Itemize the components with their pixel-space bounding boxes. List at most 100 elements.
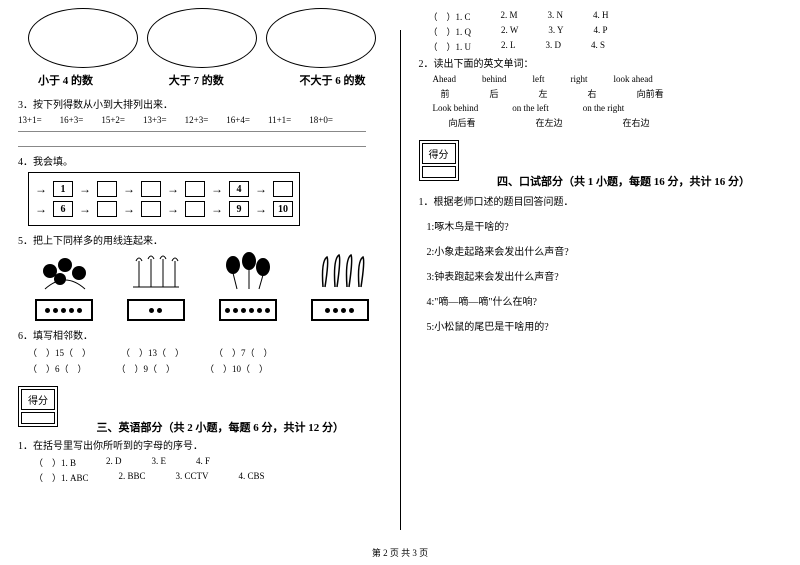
word-row: Look behind on the left on the right bbox=[433, 103, 787, 113]
eng-opt: 4. CBS bbox=[239, 471, 265, 484]
math-expr: 13+3= bbox=[143, 115, 167, 125]
word-row-cn: 前 后 左 右 向前看 bbox=[441, 87, 787, 100]
fill-boxes: →1 → → → →4 → →6 → → → →9 →10 bbox=[28, 172, 300, 226]
num-box: 10 bbox=[273, 201, 293, 217]
box-row: →1 → → → →4 → bbox=[35, 181, 293, 197]
blank-item: （ ）6（ ） bbox=[28, 362, 87, 375]
page-footer: 第 2 页 共 3 页 bbox=[0, 546, 800, 559]
eng-opt: 4. S bbox=[591, 40, 605, 53]
blank-item: （ ）9（ ） bbox=[117, 362, 176, 375]
eng-opt: （ ）1. B bbox=[34, 456, 76, 469]
eng-opt: 4. H bbox=[593, 10, 609, 23]
word-cn: 在左边 bbox=[536, 116, 563, 129]
adjacent-row: （ ）6（ ） （ ）9（ ） （ ）10（ ） bbox=[28, 362, 386, 375]
flower-icon bbox=[34, 251, 94, 291]
page: 小于 4 的数 大于 7 的数 不大于 6 的数 3．按下列得数从小到大排列出来… bbox=[0, 0, 800, 535]
word-row-cn: 向后看 在左边 在右边 bbox=[449, 116, 787, 129]
question-4: 4．我会填。 bbox=[18, 153, 386, 168]
word-cn: 向前看 bbox=[637, 87, 664, 100]
word-cn: 左 bbox=[539, 87, 548, 100]
eng-row: （ ）1. ABC 2. BBC 3. CCTV 4. CBS bbox=[34, 471, 386, 484]
num-box bbox=[141, 201, 161, 217]
oral-q2: 2:小象走起路来会发出什么声音? bbox=[427, 243, 787, 258]
ovals-row bbox=[18, 8, 386, 72]
word-cn: 在右边 bbox=[623, 116, 650, 129]
eng-row: （ ）1. U 2. L 3. D 4. S bbox=[429, 40, 787, 53]
section-3-heading: 三、英语部分（共 2 小题，每题 6 分，共计 12 分） bbox=[97, 422, 345, 434]
word-cn: 向后看 bbox=[449, 116, 476, 129]
eng-opt: 2. W bbox=[501, 25, 518, 38]
oral-q3: 3:钟表跑起来会发出什么声音? bbox=[427, 268, 787, 283]
arrow-icon: → bbox=[255, 203, 267, 215]
dominoes-row bbox=[18, 299, 386, 321]
arrow-icon: → bbox=[211, 203, 223, 215]
oral-q1: 1:啄木鸟是干啥的? bbox=[427, 218, 787, 233]
score-box: 得分 bbox=[419, 140, 459, 181]
num-box bbox=[185, 181, 205, 197]
score-label: 得分 bbox=[422, 143, 456, 164]
word-cn: 前 bbox=[441, 87, 450, 100]
oval-label: 小于 4 的数 bbox=[38, 72, 93, 88]
math-expr: 18+0= bbox=[309, 115, 333, 125]
math-expr: 16+3= bbox=[60, 115, 84, 125]
left-column: 小于 4 的数 大于 7 的数 不大于 6 的数 3．按下列得数从小到大排列出来… bbox=[0, 0, 400, 535]
answer-line bbox=[18, 146, 366, 147]
arrow-icon: → bbox=[211, 183, 223, 195]
eng-opt: 2. M bbox=[501, 10, 518, 23]
math-expr: 13+1= bbox=[18, 115, 42, 125]
word: look ahead bbox=[614, 74, 653, 84]
domino bbox=[127, 299, 185, 321]
blank-item: （ ）7（ ） bbox=[214, 346, 273, 359]
arrow-icon: → bbox=[167, 203, 179, 215]
word: Ahead bbox=[433, 74, 457, 84]
num-box bbox=[97, 201, 117, 217]
section-4-heading: 四、口试部分（共 1 小题，每题 16 分，共计 16 分） bbox=[497, 176, 750, 188]
eng-opt: 2. L bbox=[501, 40, 516, 53]
math-expr: 16+4= bbox=[226, 115, 250, 125]
domino bbox=[219, 299, 277, 321]
arrow-icon: → bbox=[123, 203, 135, 215]
word: Look behind bbox=[433, 103, 479, 113]
eng-opt: 3. E bbox=[152, 456, 167, 469]
math-expr: 15+2= bbox=[101, 115, 125, 125]
oral-q5: 5:小松鼠的尾巴是干啥用的? bbox=[427, 318, 787, 333]
pictures-row bbox=[18, 251, 386, 291]
oval bbox=[266, 8, 376, 68]
num-box bbox=[97, 181, 117, 197]
eng-opt: （ ）1. Q bbox=[429, 25, 472, 38]
arrow-icon: → bbox=[167, 183, 179, 195]
blank-item: （ ）10（ ） bbox=[205, 362, 268, 375]
eng-opt: （ ）1. C bbox=[429, 10, 471, 23]
leaf-icon bbox=[310, 251, 370, 291]
word: on the left bbox=[512, 103, 549, 113]
eng-opt: （ ）1. U bbox=[429, 40, 472, 53]
blank-item: （ ）15（ ） bbox=[28, 346, 91, 359]
eng-row: （ ）1. Q 2. W 3. Y 4. P bbox=[429, 25, 787, 38]
eng-row: （ ）1. C 2. M 3. N 4. H bbox=[429, 10, 787, 23]
eng-opt: 2. BBC bbox=[119, 471, 146, 484]
arrow-icon: → bbox=[35, 183, 47, 195]
oval-labels: 小于 4 的数 大于 7 的数 不大于 6 的数 bbox=[18, 72, 386, 94]
eng-opt: 3. CCTV bbox=[176, 471, 209, 484]
num-box bbox=[141, 181, 161, 197]
clover-icon bbox=[218, 251, 278, 291]
math-row: 13+1= 16+3= 15+2= 13+3= 12+3= 16+4= 11+1… bbox=[18, 115, 386, 125]
arrow-icon: → bbox=[79, 203, 91, 215]
word: right bbox=[571, 74, 588, 84]
question-3: 3．按下列得数从小到大排列出来． bbox=[18, 96, 386, 111]
word: behind bbox=[482, 74, 507, 84]
num-box: 1 bbox=[53, 181, 73, 197]
num-box: 4 bbox=[229, 181, 249, 197]
question-5: 5．把上下同样多的用线连起来． bbox=[18, 232, 386, 247]
oval-label: 大于 7 的数 bbox=[169, 72, 224, 88]
blank-item: （ ）13（ ） bbox=[121, 346, 184, 359]
oval-label: 不大于 6 的数 bbox=[300, 72, 366, 88]
eng-opt: 3. D bbox=[546, 40, 562, 53]
num-box: 9 bbox=[229, 201, 249, 217]
eng-opt: 3. Y bbox=[548, 25, 563, 38]
oval bbox=[147, 8, 257, 68]
word: left bbox=[533, 74, 545, 84]
question-6: 6．填写相邻数． bbox=[18, 327, 386, 342]
oral-q4: 4:"嘀—嘀—嘀"什么在响? bbox=[427, 293, 787, 308]
domino bbox=[311, 299, 369, 321]
